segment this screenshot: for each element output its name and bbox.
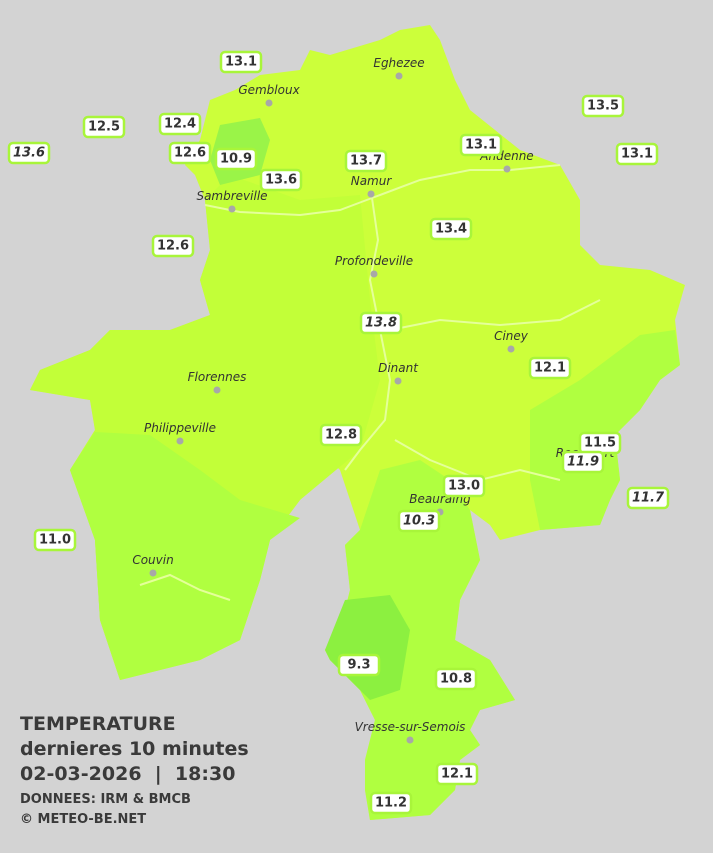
zone-sw	[70, 432, 300, 680]
temp-box	[158, 112, 202, 136]
zone-s	[325, 460, 515, 820]
temp-label: 13.1	[621, 147, 653, 162]
temp-box	[626, 486, 670, 510]
town-dot	[395, 72, 403, 80]
town-label: Namur	[351, 174, 393, 188]
temp-box	[151, 234, 195, 258]
temp-label: 13.8	[365, 316, 397, 331]
town-label: Philippeville	[144, 421, 216, 435]
temp-label: 13.5	[587, 99, 619, 114]
town-dot	[213, 386, 221, 394]
town-dot	[503, 165, 511, 173]
temp-label: 13.6	[13, 146, 45, 161]
temp-label: 10.9	[220, 152, 252, 167]
temp-box	[259, 168, 303, 192]
temp-box	[214, 147, 258, 171]
temp-box	[528, 356, 572, 380]
river	[139, 573, 231, 601]
temp-box	[615, 142, 659, 166]
temp-label: 11.9	[567, 455, 599, 470]
temp-box	[319, 423, 363, 447]
town-dot	[265, 99, 273, 107]
temp-label: 12.6	[174, 146, 206, 161]
temp-label: 11.7	[632, 491, 665, 506]
temp-box	[7, 141, 51, 165]
temp-box	[459, 133, 503, 157]
temp-label: 13.7	[350, 154, 382, 169]
temp-label: 12.1	[534, 361, 566, 376]
town-dot	[507, 345, 515, 353]
temp-label: 13.4	[435, 222, 467, 237]
temp-box	[219, 50, 263, 74]
temp-box	[561, 450, 605, 474]
temp-box	[397, 509, 441, 533]
town-dot	[367, 190, 375, 198]
temp-label: 13.6	[265, 173, 297, 188]
town-dot	[370, 270, 378, 278]
temp-label: 12.6	[157, 239, 189, 254]
town-label: Couvin	[132, 553, 173, 567]
temp-label: 12.4	[164, 117, 196, 132]
legend-datetime: 02-03-2026 | 18:30	[20, 763, 235, 785]
town-dot	[176, 437, 184, 445]
temp-box	[581, 94, 625, 118]
legend-subtitle: dernieres 10 minutes	[20, 738, 249, 760]
town-dot	[228, 205, 236, 213]
temp-label: 10.8	[440, 672, 472, 687]
temp-label: 9.3	[347, 658, 370, 673]
temp-box	[442, 474, 486, 498]
town-label: Ciney	[494, 329, 529, 343]
town-label: Vresse-sur-Semois	[355, 720, 466, 734]
temp-box	[168, 141, 212, 165]
temp-box	[434, 667, 478, 691]
temp-box	[369, 791, 413, 815]
temp-label: 10.3	[403, 514, 435, 529]
town-label: Gembloux	[238, 83, 300, 97]
temp-label: 11.2	[375, 796, 407, 811]
temp-label: 13.1	[225, 55, 257, 70]
temp-box	[359, 311, 403, 335]
temp-box	[435, 762, 479, 786]
temp-box	[337, 653, 381, 677]
temp-label: 11.5	[584, 436, 616, 451]
temp-box	[33, 528, 77, 552]
river	[389, 299, 601, 331]
legend-source: DONNEES: IRM & BMCB	[20, 792, 191, 807]
temp-box	[82, 115, 126, 139]
river	[344, 197, 392, 471]
temp-label: 11.0	[39, 533, 71, 548]
temp-box	[344, 149, 388, 173]
legend-copyright: © METEO-BE.NET	[20, 812, 146, 827]
town-label: Eghezee	[373, 56, 424, 70]
temp-label: 13.0	[448, 479, 480, 494]
town-label: Profondeville	[335, 254, 413, 268]
town-label: Sambreville	[196, 189, 267, 203]
temp-label: 13.1	[465, 138, 497, 153]
legend: TEMPERATURE dernieres 10 minutes 02-03-2…	[20, 713, 249, 827]
temp-label: 12.1	[441, 767, 473, 782]
temp-label: 12.8	[325, 428, 357, 443]
zone-e	[530, 330, 680, 530]
town-dot	[149, 569, 157, 577]
temp-label: 12.5	[88, 120, 120, 135]
town-dot	[406, 736, 414, 744]
town-label: Dinant	[378, 361, 419, 375]
legend-title: TEMPERATURE	[20, 713, 176, 735]
town-dot	[394, 377, 402, 385]
temp-box	[429, 217, 473, 241]
town-label: Florennes	[188, 370, 247, 384]
